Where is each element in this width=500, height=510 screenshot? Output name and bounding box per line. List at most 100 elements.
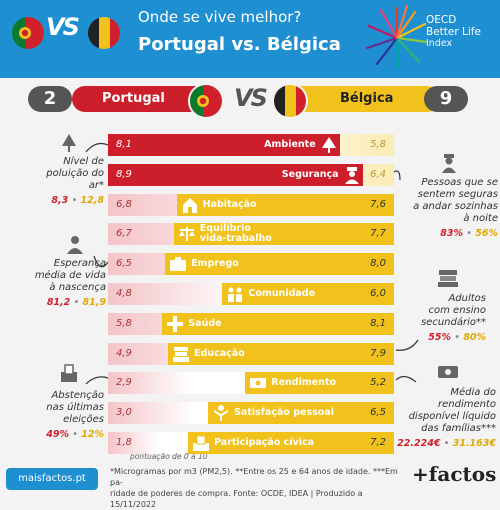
chart-row: 6,8 7,6 Habitação [108, 193, 394, 216]
value-portugal: 3,0 [116, 407, 132, 419]
note-line: Esperança [53, 258, 106, 269]
value-portugal: 2,9 [116, 377, 132, 389]
pt-value: 22.224€ [397, 438, 441, 449]
note-line: rendimento [438, 399, 496, 410]
bar-portugal [108, 163, 363, 186]
be-value: 31.163€ [452, 438, 496, 449]
value-belgica: 8,1 [370, 317, 386, 329]
bar-portugal [108, 372, 191, 395]
be-value: 80% [463, 332, 486, 343]
tree-icon [320, 136, 338, 154]
note-abstencao: Abstenção nas últimas eleições 49% • 12% [22, 390, 104, 441]
value-belgica: 6,5 [370, 407, 386, 419]
category-label-line: Equilíbrio [199, 223, 251, 235]
chart-row: 4,9 7,9 Educação [108, 342, 394, 365]
note-rendimento: Média do rendimento disponível líquido d… [396, 387, 496, 450]
bar-belgica [245, 372, 394, 395]
category-label-line: vida-trabalho [199, 233, 272, 245]
vs-header-text: VS [46, 13, 80, 41]
value-portugal: 6,8 [116, 198, 132, 210]
belgium-flag-small-icon [272, 83, 308, 119]
be-value: 56% [475, 228, 498, 239]
note-line: Nível de [63, 156, 104, 167]
separator: • [72, 429, 79, 440]
chart-row: 1,8 7,2 Participação cívica [108, 432, 394, 454]
chart-row: 3,0 6,5 Satisfação pessoal [108, 402, 394, 425]
money-icon [249, 374, 267, 392]
belgium-flag-icon [88, 17, 120, 49]
brand-logo: +factos [412, 462, 497, 486]
category-label: Emprego [191, 258, 239, 270]
bar-portugal [108, 134, 340, 156]
arrow-rendimento [395, 375, 417, 383]
pt-value: 83% [440, 228, 463, 239]
belgica-name-bar: Bélgica [290, 86, 440, 112]
note-line: Abstenção [51, 390, 104, 401]
pt-value: 55% [428, 332, 451, 343]
separator: • [71, 195, 78, 206]
balance-icon [178, 225, 196, 243]
value-belgica: 6,0 [370, 288, 386, 299]
police-icon [343, 166, 361, 184]
category-label: Segurança [281, 168, 339, 180]
house-icon [181, 196, 199, 214]
note-line: eleições [63, 414, 104, 425]
value-belgica: 7,6 [370, 198, 386, 210]
health-icon [166, 315, 184, 333]
bar-belgica [173, 223, 394, 246]
note-line: com ensino [428, 305, 486, 316]
chart-row: 6,5 8,0 Emprego [108, 253, 394, 276]
note-line: disponível líquido [408, 411, 496, 422]
arrow-seguras [393, 170, 401, 181]
footnote: *Microgramas por m3 (PM2,5). **Entre os … [110, 466, 400, 510]
happy-person-icon [212, 404, 230, 422]
value-portugal: 6,7 [116, 228, 132, 240]
value-portugal: 8,1 [116, 139, 132, 150]
bar-belgica [188, 432, 394, 454]
value-belgica: 5,8 [370, 139, 386, 150]
chart-row: 8,1 5,8 Ambiente [108, 134, 394, 156]
bar-belgica [208, 402, 394, 425]
note-line: Adultos [448, 293, 486, 304]
site-link[interactable]: maisfactos.pt [6, 468, 98, 490]
value-portugal: 6,5 [116, 258, 132, 270]
separator: • [443, 438, 450, 449]
value-belgica: 5,2 [370, 377, 386, 389]
value-belgica: 6,4 [370, 168, 386, 180]
category-label: Saúde [188, 317, 222, 329]
chart-row: 8,9 6,4 Segurança [108, 163, 394, 186]
note-line: Pessoas que se [421, 177, 498, 188]
note-esperanca: Esperança média de vida à nascença 81,2 … [20, 258, 106, 309]
portugal-flag-icon [12, 17, 44, 49]
oecd-better-life-label: OECD Better Life Index [426, 14, 481, 50]
bar-belgica [165, 253, 394, 276]
portugal-name: Portugal [102, 91, 165, 106]
subtitle: Onde se vive melhor? [138, 8, 302, 26]
bar-portugal [108, 402, 194, 425]
better-life-label: Better Life [426, 26, 481, 38]
portugal-name-bar: Portugal [72, 86, 208, 112]
value-belgica: 7,2 [370, 437, 386, 448]
books-icon [172, 345, 190, 363]
ballot-note-icon [58, 362, 80, 384]
be-value: 12% [81, 429, 104, 440]
arrow-poluicao [85, 142, 109, 153]
separator: • [454, 332, 461, 343]
chart-row: 2,9 5,2 Rendimento [108, 372, 394, 395]
footnote-line: *Microgramas por m3 (PM2,5). **Entre os … [110, 467, 398, 487]
note-line: Média do [450, 387, 496, 398]
scale-note: pontuação de 0 a 10 [130, 452, 208, 461]
oecd-label: OECD [426, 14, 457, 26]
be-value: 12,8 [80, 195, 104, 206]
note-line: a andar sozinhas [413, 201, 498, 212]
category-label: Educação [194, 347, 245, 359]
people-icon [226, 285, 244, 303]
category-label: Habitação [202, 198, 257, 210]
portugal-flag-small-icon [188, 83, 224, 119]
footnote-line: ridade de poderes de compra. Fonte: OCDE… [110, 489, 363, 509]
bar-belgica [162, 312, 394, 335]
separator: • [73, 297, 80, 308]
note-line: secundário** [420, 317, 486, 328]
value-portugal: 1,8 [116, 437, 132, 448]
